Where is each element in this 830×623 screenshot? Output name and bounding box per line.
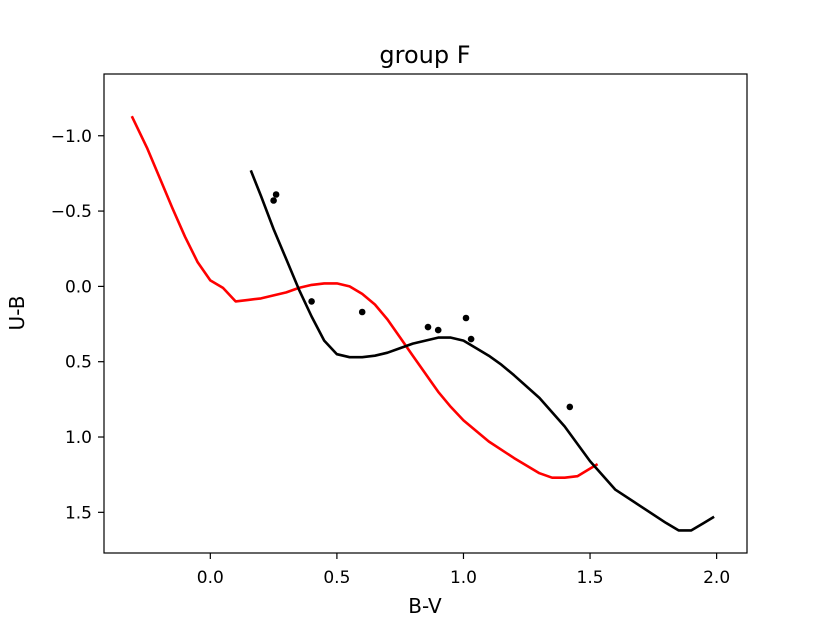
plot-area (130, 115, 715, 532)
scatter-point (272, 191, 280, 198)
x-tick-label: 1.5 (577, 568, 604, 588)
x-tick-label: 0.5 (323, 568, 350, 588)
scatter-point (358, 308, 366, 316)
y-tick-label: 1.5 (65, 503, 92, 523)
x-tick-label: 0.0 (197, 568, 224, 588)
scatter-point (308, 298, 315, 305)
scatter-point (434, 326, 442, 334)
x-tick-label: 2.0 (703, 568, 730, 588)
series-line-1 (249, 169, 715, 532)
y-tick-label: 0.0 (65, 277, 92, 297)
series-line-0 (130, 115, 599, 480)
x-axis-label: B-V (408, 594, 442, 618)
scatter-point (424, 323, 432, 331)
scatter-point (566, 403, 574, 411)
y-tick-label: 0.5 (65, 353, 92, 373)
x-tick-label: 1.0 (450, 568, 477, 588)
x-axis: 0.0 0.5 1.0 1.5 2.0 (197, 553, 730, 588)
chart-title: group F (379, 41, 470, 69)
scatter-point (467, 335, 475, 343)
y-tick-label: 1.0 (65, 428, 92, 448)
y-axis: −1.0 −0.5 0.0 0.5 1.0 1.5 (51, 127, 104, 523)
y-tick-label: −0.5 (51, 202, 92, 222)
plot-frame (103, 73, 748, 554)
y-tick-label: −1.0 (51, 127, 92, 147)
scatter-point (270, 197, 277, 204)
scatter-point (462, 314, 470, 322)
y-axis-label: U-B (5, 296, 29, 331)
